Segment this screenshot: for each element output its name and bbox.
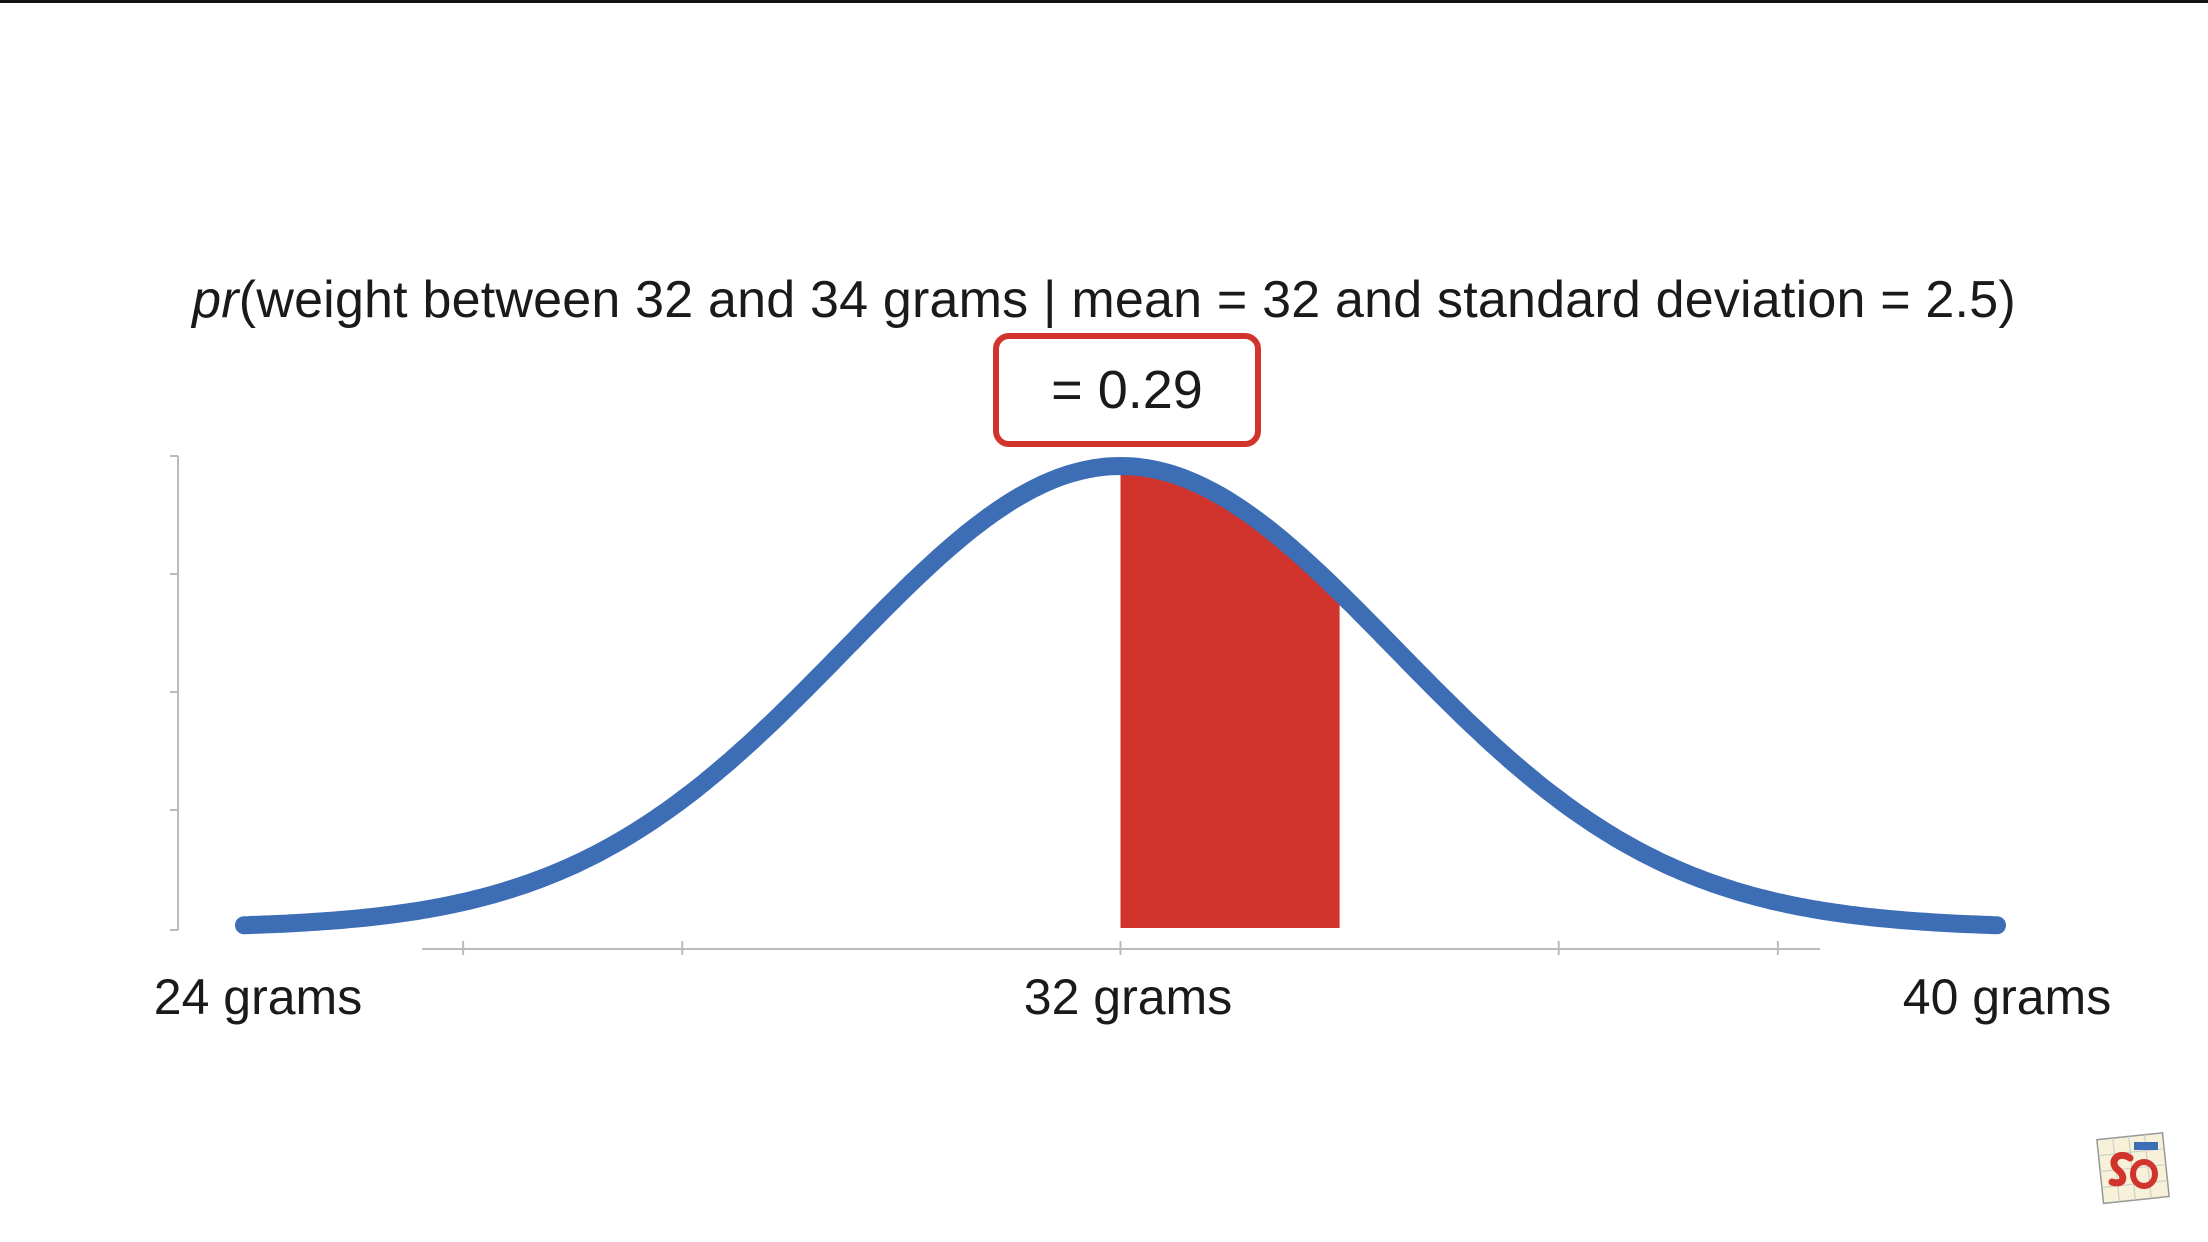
top-border [0, 0, 2208, 3]
probability-formula: pr(weight between 32 and 34 grams | mean… [0, 270, 2208, 330]
shaded-probability-area [1120, 466, 1340, 928]
statquest-logo [2096, 1132, 2170, 1205]
x-tick-label: 40 grams [1903, 969, 2111, 1025]
probability-result: = 0.29 [1051, 360, 1203, 420]
y-axis [170, 455, 179, 931]
formula-pr: pr [192, 271, 239, 329]
x-tick-label: 24 grams [154, 969, 362, 1025]
x-axis [422, 941, 1820, 955]
shaded-area-layer [1120, 466, 1340, 928]
x-tick-labels: 24 grams 32 grams 40 grams [154, 969, 2111, 1025]
probability-result-box: = 0.29 [993, 333, 1261, 447]
curve-layer [235, 457, 2006, 935]
x-tick-label: 32 grams [1024, 969, 1232, 1025]
formula-condition: (weight between 32 and 34 grams | mean =… [238, 271, 2016, 329]
normal-curve [235, 457, 2006, 935]
